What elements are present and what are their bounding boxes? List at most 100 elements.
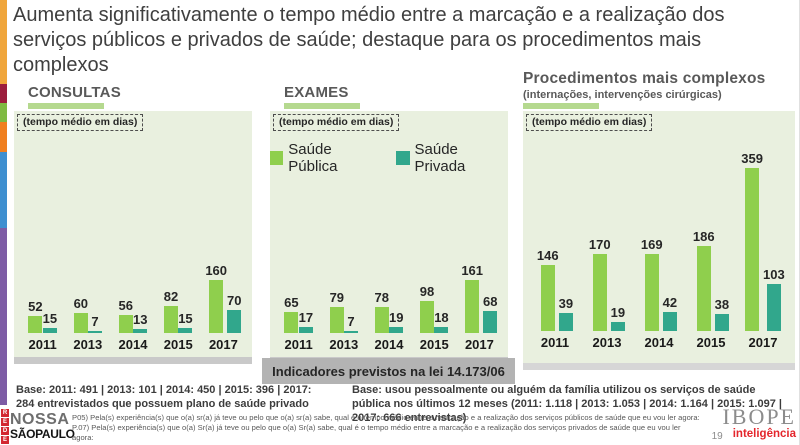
page-number: 19	[711, 431, 723, 442]
value-label: 170	[588, 237, 611, 252]
ibope-logo: IBOPE 19 inteligência	[711, 404, 796, 443]
bar	[610, 322, 625, 331]
bar-column: 42	[663, 295, 677, 331]
chart-panel: (tempo médio em dias) 52 15 2011 60 7 2013 56 1…	[14, 111, 252, 357]
chart-exames: EXAMES (tempo médio em dias) Saúde Públi…	[270, 84, 508, 364]
stripe-segment	[0, 84, 7, 103]
legend-item: Saúde Pública	[270, 141, 380, 175]
bars: 98 18	[420, 284, 449, 333]
panel-shadow	[14, 357, 252, 364]
value-label: 18	[434, 310, 449, 325]
value-label: 13	[133, 312, 148, 327]
rede-letter: E	[1, 436, 9, 444]
bar-column: 15	[43, 311, 57, 333]
value-label: 103	[763, 267, 785, 282]
bars: 161 68	[461, 263, 498, 333]
bar	[329, 307, 344, 333]
unit-label: (tempo médio em dias)	[273, 114, 400, 131]
rede-letter: D	[1, 427, 9, 435]
bar-column: 52	[28, 299, 43, 333]
title-underline	[28, 103, 104, 109]
bars: 186 38	[693, 229, 729, 331]
bars: 79 7	[330, 290, 359, 333]
bar	[28, 316, 43, 333]
bar	[118, 315, 133, 333]
bar-column: 15	[178, 311, 193, 333]
year-label: 2015	[163, 337, 193, 352]
bar-column: 79	[330, 290, 344, 333]
bar-column: 7	[88, 314, 103, 333]
bar-plot: 65 17 2011 79 7 2013 78 19 2014 98 18 2015 161 68 2017	[276, 263, 502, 352]
bar-group: 60 7 2013	[65, 296, 110, 352]
bar-column: 103	[763, 267, 785, 331]
title-underline	[523, 103, 599, 109]
bar	[434, 327, 449, 333]
bar-column: 82	[164, 289, 178, 333]
bar-column: 19	[611, 305, 625, 331]
value-label: 38	[714, 297, 730, 312]
bar-group: 65 17 2011	[276, 295, 321, 352]
legend-swatch	[270, 151, 284, 165]
value-label: 65	[284, 295, 299, 310]
bar	[73, 313, 88, 333]
bar-group: 56 13 2014	[110, 298, 155, 352]
bar-group: 52 15 2011	[20, 299, 65, 352]
title-underline	[284, 103, 360, 109]
bar-group: 146 39 2011	[529, 248, 581, 350]
bar-group: 78 19 2014	[366, 290, 411, 352]
bar-column: 169	[641, 237, 663, 331]
bar-plot: 52 15 2011 60 7 2013 56 13 2014 82 15 2015 160 70 2017	[20, 263, 246, 352]
value-label: 39	[558, 296, 574, 311]
value-label: 19	[610, 305, 626, 320]
left-color-stripe	[0, 0, 7, 445]
bar	[745, 168, 760, 331]
bar-column: 98	[420, 284, 434, 333]
bar-group: 186 38 2015	[685, 229, 737, 350]
bar-column: 359	[741, 151, 763, 331]
chart-consultas: CONSULTAS (tempo médio em dias) 52 15 2011…	[14, 84, 252, 364]
bar	[766, 284, 781, 331]
bar-group: 161 68 2017	[457, 263, 502, 352]
bar-column: 70	[227, 293, 242, 333]
logo-saopaulo-text: SÃOPAULO	[10, 426, 75, 441]
stripe-segment	[0, 0, 7, 84]
value-label: 42	[662, 295, 678, 310]
bar	[178, 328, 193, 333]
bar-group: 79 7 2013	[321, 290, 366, 352]
year-label: 2014	[644, 335, 674, 350]
rede-letter: R	[1, 409, 9, 417]
value-label: 186	[692, 229, 715, 244]
bars: 170 19	[589, 237, 625, 331]
chart-panel: (tempo médio em dias) Saúde Pública Saúde…	[270, 111, 508, 357]
bar-column: 65	[284, 295, 299, 333]
value-label: 17	[298, 310, 314, 325]
year-label: 2011	[540, 335, 570, 350]
base-note-public: Base: usou pessoalmente ou alguém da fam…	[352, 384, 782, 424]
bar-column: 186	[693, 229, 715, 331]
bar	[696, 246, 711, 331]
value-label: 98	[419, 284, 435, 299]
law-indicator-callout: Indicadores previstos na lei 14.173/06	[262, 358, 515, 384]
bars: 52 15	[28, 299, 57, 333]
value-label: 70	[227, 293, 242, 308]
ibope-wordmark: IBOPE	[722, 404, 796, 429]
value-label: 359	[741, 151, 763, 166]
bar	[483, 311, 498, 333]
bar	[419, 301, 434, 333]
unit-label: (tempo médio em dias)	[17, 114, 144, 131]
bar-column: 56	[119, 298, 133, 333]
bar	[465, 280, 480, 333]
bar	[374, 307, 389, 333]
year-label: 2013	[329, 337, 359, 352]
bar-column: 19	[389, 310, 403, 333]
bar	[42, 328, 57, 333]
year-label: 2011	[28, 337, 57, 352]
year-label: 2015	[696, 335, 726, 350]
value-label: 146	[536, 248, 559, 263]
bars: 359 103	[741, 151, 785, 331]
bar-column: 170	[589, 237, 611, 331]
year-label: 2013	[73, 337, 103, 352]
